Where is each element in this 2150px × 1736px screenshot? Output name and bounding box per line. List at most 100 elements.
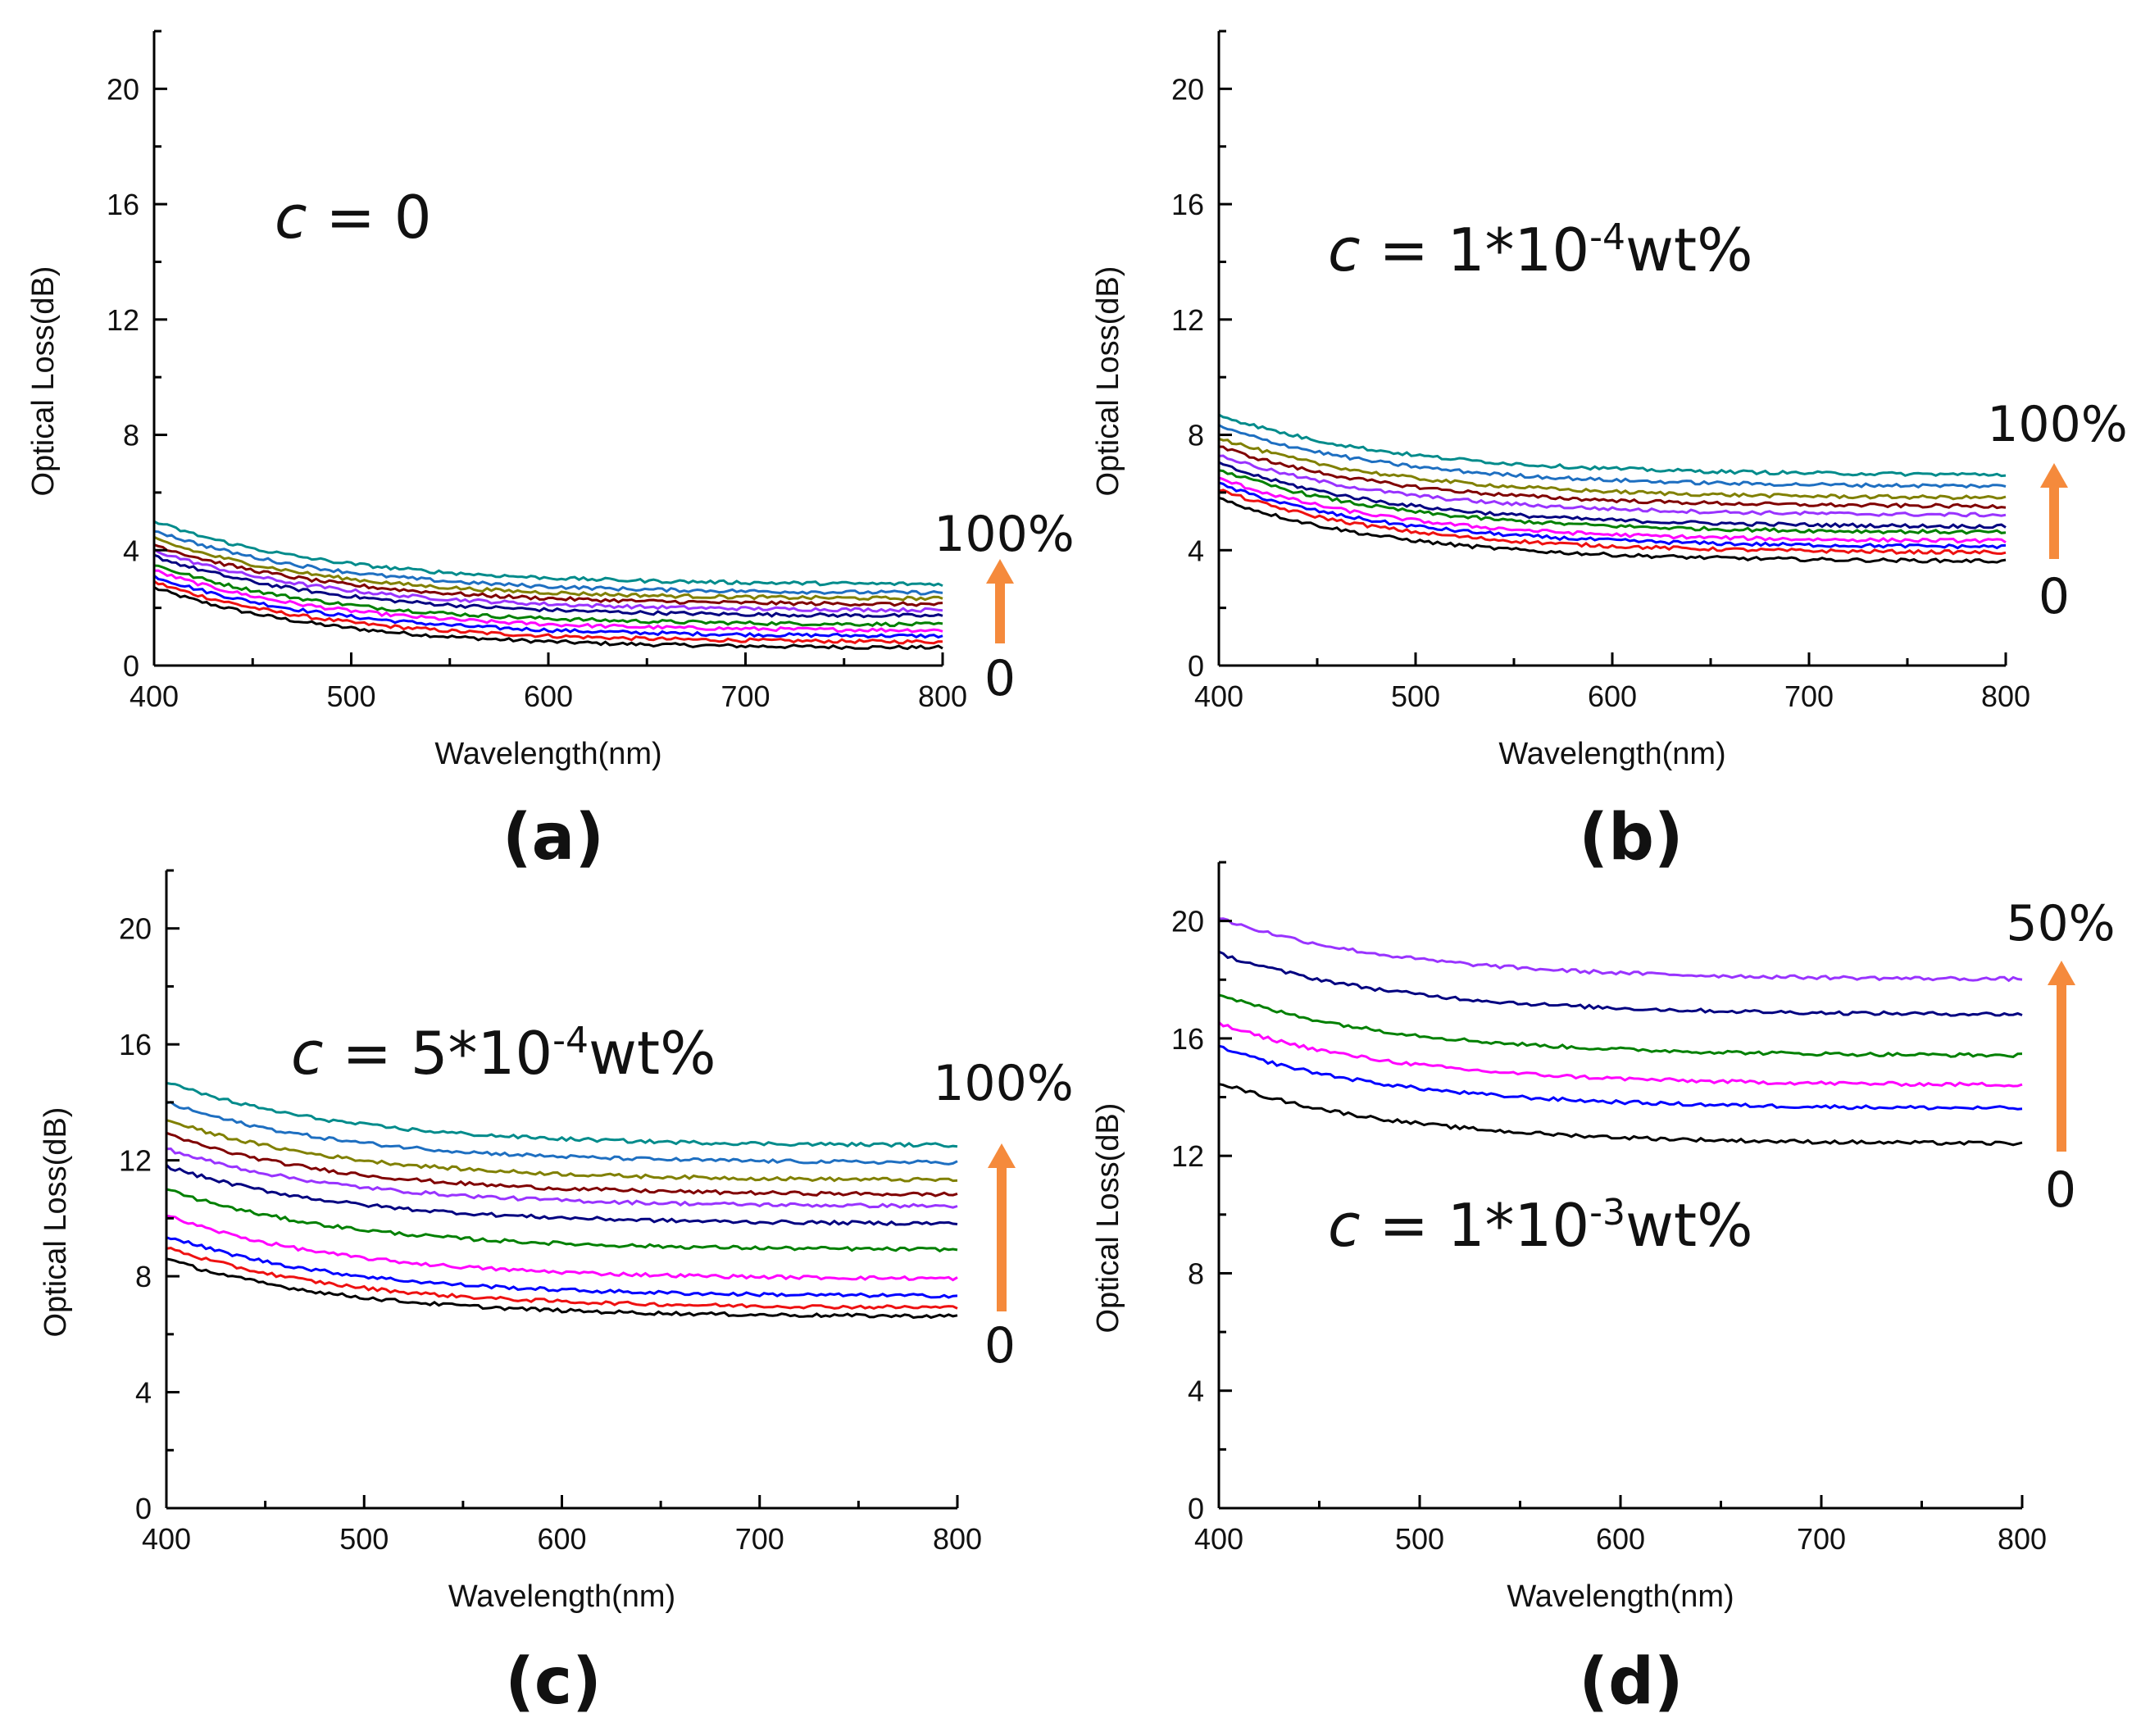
series-line	[1218, 413, 2007, 478]
concentration-label: c = 1*10-3wt%	[1328, 1191, 1753, 1260]
panel-label: (d)	[1579, 1645, 1683, 1719]
series-line	[153, 548, 943, 613]
y-tick-label: 20	[107, 72, 139, 106]
series-line	[1218, 950, 2023, 1017]
x-tick-label: 400	[1194, 1522, 1243, 1556]
y-tick-label: 0	[123, 649, 139, 683]
y-tick-label: 20	[1171, 72, 1204, 106]
series-line	[1218, 476, 2007, 544]
y-tick-label: 0	[1188, 1492, 1204, 1525]
x-axis-title: Wavelength(nm)	[1507, 1579, 1734, 1614]
series-line	[1218, 1044, 2023, 1111]
y-tick-label: 16	[119, 1028, 152, 1061]
x-tick-label: 700	[1784, 679, 1834, 713]
arrow-up-icon	[988, 1143, 1016, 1168]
arrow-top-label: 100%	[1987, 396, 2128, 453]
concentration-label: c = 1*10-4wt%	[1328, 216, 1753, 284]
arrow-bottom-label: 0	[984, 650, 1016, 707]
series-line	[153, 543, 943, 607]
series-line	[1218, 1021, 2023, 1088]
y-tick-label: 8	[1188, 419, 1204, 452]
x-tick-label: 700	[1797, 1522, 1846, 1556]
x-tick-label: 600	[1596, 1522, 1645, 1556]
concentration-label: c = 5*10-4wt%	[291, 1019, 716, 1088]
x-tick-label: 800	[1998, 1522, 2047, 1556]
x-tick-label: 800	[1981, 679, 2030, 713]
series-line	[1218, 424, 2007, 489]
y-tick-label: 16	[1171, 1022, 1204, 1056]
arrow-up-icon	[2040, 463, 2068, 488]
x-tick-label: 400	[1194, 679, 1243, 713]
series-line	[1218, 461, 2007, 529]
series-line	[166, 1131, 958, 1197]
series-line	[153, 535, 943, 602]
series-line	[166, 1188, 958, 1253]
series-line	[1218, 445, 2007, 510]
series-line	[153, 553, 943, 619]
series-line	[153, 569, 943, 634]
series-line	[1218, 437, 2007, 501]
y-tick-label: 16	[107, 188, 139, 221]
y-axis-title: Optical Loss(dB)	[39, 1107, 73, 1338]
arrow-bottom-label: 0	[2039, 568, 2070, 625]
x-tick-label: 700	[735, 1522, 784, 1556]
y-tick-label: 16	[1171, 188, 1204, 221]
series-line	[1218, 497, 2007, 564]
chart-panel-4: 0 4 8 12 16 20 400 500 600 700 800 Wavelength(nm) Op…	[1091, 861, 2116, 1719]
x-tick-label: 700	[720, 679, 770, 713]
x-axis-title: Wavelength(nm)	[1498, 737, 1725, 771]
y-tick-label: 20	[1171, 905, 1204, 938]
x-tick-label: 600	[1588, 679, 1637, 713]
y-tick-label: 8	[1188, 1257, 1204, 1290]
y-tick-label: 0	[1188, 649, 1204, 683]
x-tick-label: 400	[130, 679, 179, 713]
chart-panel-2: 0 4 8 12 16 20 400 500 600 700 800 Wavelength(nm) Op…	[1091, 30, 2128, 875]
series-line	[1218, 1083, 2023, 1147]
y-tick-label: 4	[123, 534, 139, 567]
series-line	[1218, 469, 2007, 535]
series-line	[166, 1147, 958, 1209]
series-line	[165, 1164, 958, 1226]
arrow-top-label: 50%	[2006, 895, 2115, 952]
x-tick-label: 800	[918, 679, 967, 713]
series-line	[1218, 993, 2023, 1058]
y-tick-label: 20	[119, 912, 152, 946]
x-axis-title: Wavelength(nm)	[434, 737, 661, 771]
arrow-top-label: 100%	[934, 506, 1075, 563]
chart-panel-1: 0 4 8 12 16 20 400 500 600 700 800 Wavelength(nm) Op…	[26, 30, 1075, 875]
y-tick-label: 0	[135, 1492, 152, 1525]
series-line	[166, 1247, 958, 1310]
panel-label: (c)	[505, 1645, 602, 1719]
arrow-top-label: 100%	[933, 1055, 1074, 1112]
series-line	[153, 579, 943, 645]
series-line	[1218, 454, 2007, 518]
series-line	[1218, 489, 2007, 556]
y-axis-title: Optical Loss(dB)	[26, 266, 61, 497]
y-tick-label: 4	[1188, 1375, 1204, 1408]
y-tick-label: 12	[1171, 303, 1204, 337]
series-line	[1218, 481, 2007, 550]
x-tick-label: 500	[339, 1522, 389, 1556]
series-line	[153, 586, 943, 651]
y-tick-label: 4	[135, 1376, 152, 1410]
series-line	[153, 564, 943, 628]
series-line	[153, 520, 943, 588]
x-tick-label: 500	[1391, 679, 1440, 713]
series-line	[153, 575, 943, 639]
y-tick-label: 8	[135, 1260, 152, 1293]
series-line	[166, 1101, 958, 1166]
concentration-label: c = 0	[275, 183, 432, 252]
series-line	[166, 1236, 958, 1299]
y-axis-title: Optical Loss(dB)	[1091, 1103, 1125, 1334]
series-line	[166, 1081, 958, 1148]
chart-panel-3: 0 4 8 12 16 20 400 500 600 700 800 Wavelength(nm) Op…	[39, 869, 1074, 1719]
arrow-bottom-label: 0	[2045, 1161, 2076, 1219]
x-axis-title: Wavelength(nm)	[448, 1579, 675, 1614]
panel-label: (b)	[1579, 801, 1683, 875]
y-axis-title: Optical Loss(dB)	[1091, 266, 1125, 497]
y-tick-label: 12	[1171, 1139, 1204, 1173]
x-tick-label: 600	[537, 1522, 586, 1556]
y-tick-label: 12	[119, 1144, 152, 1178]
x-tick-label: 400	[142, 1522, 191, 1556]
